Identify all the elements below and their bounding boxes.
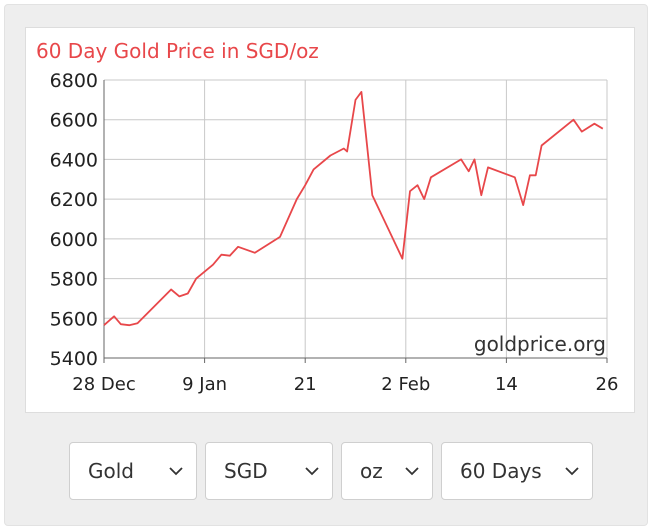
unit-select[interactable]: oz bbox=[341, 442, 433, 500]
x-tick-label: 14 bbox=[495, 374, 518, 395]
metal-select-value: Gold bbox=[88, 459, 134, 483]
chevron-down-icon bbox=[169, 467, 183, 476]
x-tick-label: 26 bbox=[596, 374, 619, 395]
metal-select[interactable]: Gold bbox=[69, 442, 197, 500]
y-tick-label: 6800 bbox=[50, 70, 98, 92]
price-chart: 60 Day Gold Price in SGD/oz 5400 5600 5800… bbox=[36, 39, 618, 395]
x-tick-label: 21 bbox=[294, 374, 317, 395]
y-tick-label: 6000 bbox=[50, 229, 98, 251]
currency-select[interactable]: SGD bbox=[205, 442, 333, 500]
grid-lines bbox=[103, 79, 608, 359]
filter-controls: Gold SGD oz 60 Days bbox=[69, 442, 593, 500]
x-axis-ticks: 28 Dec 9 Jan 21 2 Feb 14 26 bbox=[72, 358, 618, 395]
period-select[interactable]: 60 Days bbox=[441, 442, 593, 500]
watermark: goldprice.org bbox=[474, 332, 606, 356]
gold-price-widget: 60 Day Gold Price in SGD/oz 5400 5600 5800… bbox=[4, 4, 648, 526]
y-tick-label: 6200 bbox=[50, 189, 98, 211]
y-tick-label: 5800 bbox=[50, 269, 98, 291]
y-tick-label: 6600 bbox=[50, 110, 98, 132]
price-line bbox=[103, 91, 604, 327]
y-tick-label: 5600 bbox=[50, 308, 98, 330]
x-tick-label: 9 Jan bbox=[182, 374, 227, 395]
chevron-down-icon bbox=[405, 467, 419, 476]
chevron-down-icon bbox=[565, 467, 579, 476]
period-select-value: 60 Days bbox=[460, 459, 542, 483]
x-tick-label: 28 Dec bbox=[72, 374, 135, 395]
y-tick-label: 5400 bbox=[50, 348, 98, 370]
chart-title: 60 Day Gold Price in SGD/oz bbox=[36, 39, 319, 63]
chevron-down-icon bbox=[305, 467, 319, 476]
y-tick-label: 6400 bbox=[50, 149, 98, 171]
plot-series bbox=[103, 91, 604, 327]
chart-area: 60 Day Gold Price in SGD/oz 5400 5600 5800… bbox=[25, 27, 635, 413]
x-tick-label: 2 Feb bbox=[381, 374, 430, 395]
unit-select-value: oz bbox=[360, 459, 383, 483]
currency-select-value: SGD bbox=[224, 459, 268, 483]
y-axis-ticks: 5400 5600 5800 6000 6200 6400 6600 6800 bbox=[50, 70, 98, 370]
